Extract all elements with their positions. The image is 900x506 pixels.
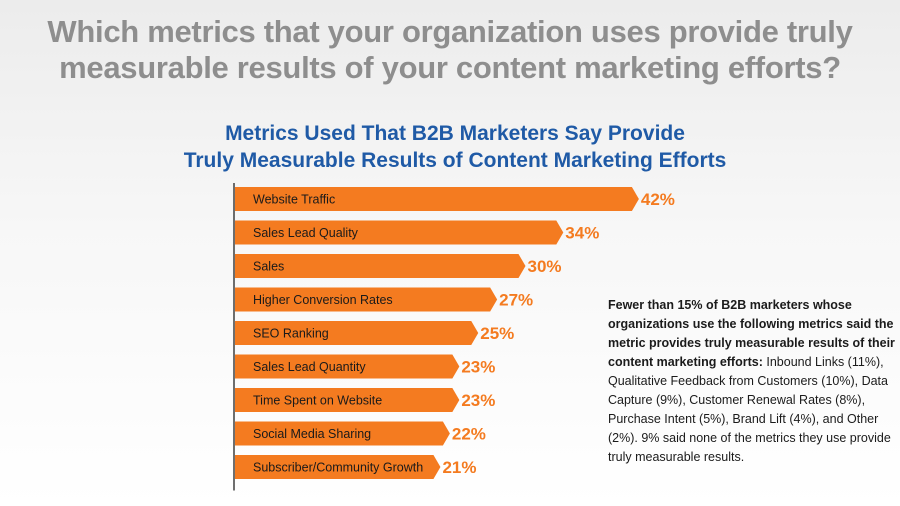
category-label: Time Spent on Website xyxy=(253,394,382,408)
bar xyxy=(235,455,441,479)
bar xyxy=(235,354,460,379)
category-label: SEO Ranking xyxy=(253,327,329,341)
data-label: 42% xyxy=(641,190,675,209)
category-label: Sales Lead Quality xyxy=(253,226,359,240)
data-label: 27% xyxy=(499,291,533,310)
category-label: Social Media Sharing xyxy=(253,427,371,441)
bar xyxy=(235,421,450,446)
headline-line-1: Which metrics that your organization use… xyxy=(47,14,853,49)
data-label: 23% xyxy=(461,391,495,410)
chart-title-line-1: Metrics Used That B2B Marketers Say Prov… xyxy=(225,122,685,145)
bar xyxy=(235,220,564,245)
data-label: 23% xyxy=(461,358,495,377)
category-label: Higher Conversion Rates xyxy=(253,293,393,307)
side-note-bold: Fewer than 15% of B2B marketers whose or… xyxy=(608,298,895,369)
category-label: Sales xyxy=(253,260,284,274)
side-note-regular: Inbound Links (11%), Qualitative Feedbac… xyxy=(608,355,891,464)
data-label: 30% xyxy=(528,257,562,276)
chart-title-line-2: Truly Measurable Results of Content Mark… xyxy=(183,149,727,172)
category-label: Sales Lead Quantity xyxy=(253,360,366,374)
bar xyxy=(235,287,498,312)
bar xyxy=(235,254,526,278)
data-label: 25% xyxy=(480,324,514,343)
category-label: Website Traffic xyxy=(253,193,335,207)
bar xyxy=(235,388,460,412)
data-label: 34% xyxy=(565,224,599,243)
data-label: 22% xyxy=(452,425,486,444)
bar xyxy=(235,321,479,345)
headline-line-2: measurable results of your content marke… xyxy=(59,50,841,85)
side-note: Fewer than 15% of B2B marketers whose or… xyxy=(608,296,898,467)
page-headline: Which metrics that your organization use… xyxy=(0,14,900,86)
category-label: Subscriber/Community Growth xyxy=(253,461,423,475)
bar xyxy=(235,187,639,211)
data-label: 21% xyxy=(442,458,476,477)
chart-title: Metrics Used That B2B Marketers Say Prov… xyxy=(0,120,900,174)
